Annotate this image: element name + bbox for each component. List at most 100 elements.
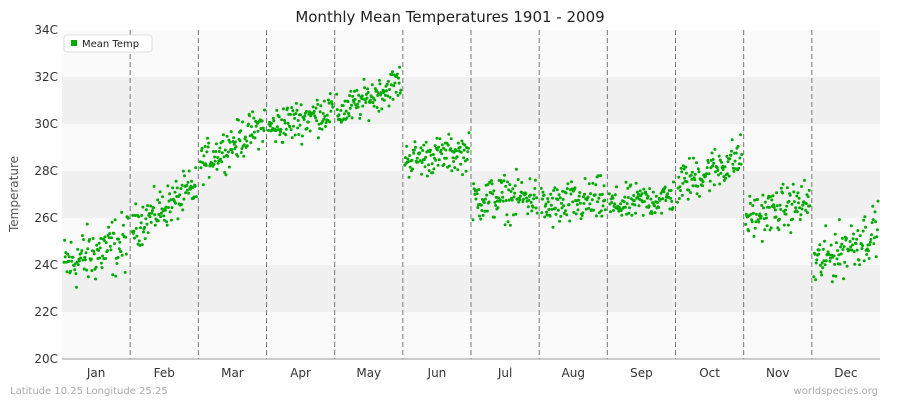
data-point (612, 209, 615, 212)
data-point (507, 188, 511, 192)
data-point (551, 225, 555, 229)
data-point (590, 198, 594, 202)
data-point (79, 256, 83, 260)
data-point (331, 105, 335, 109)
data-point (598, 193, 602, 197)
y-tick-labels: 20C 22C 24C 26C 28C 30C 32C 34C (34, 23, 58, 366)
data-point (85, 222, 89, 226)
data-point (596, 174, 600, 178)
data-point (300, 142, 304, 146)
data-point (592, 208, 595, 212)
data-point (623, 195, 627, 199)
data-point (529, 193, 533, 197)
data-point (834, 274, 838, 278)
data-point (367, 119, 371, 123)
data-point (83, 258, 87, 262)
data-point (98, 256, 102, 260)
data-point (677, 197, 681, 200)
data-point (360, 94, 364, 98)
data-point (708, 189, 712, 193)
data-point (289, 128, 293, 132)
data-point (658, 197, 662, 201)
data-point (406, 160, 410, 164)
data-point (335, 92, 339, 96)
data-point (530, 209, 534, 213)
data-point (447, 132, 451, 136)
data-point (107, 236, 111, 240)
data-point (131, 231, 135, 235)
data-point (597, 196, 601, 200)
data-point (203, 144, 207, 148)
data-point (478, 214, 481, 218)
data-point (274, 129, 278, 132)
data-point (510, 198, 514, 202)
data-point (271, 116, 275, 120)
data-point (553, 186, 557, 190)
data-point (74, 272, 78, 276)
data-point (865, 253, 869, 256)
data-point (343, 99, 347, 103)
data-point (800, 185, 803, 188)
data-point (874, 220, 878, 224)
data-point (430, 162, 434, 166)
data-point (689, 173, 693, 177)
data-point (113, 218, 117, 222)
data-point (76, 263, 80, 267)
data-point (779, 207, 783, 211)
data-point (820, 261, 824, 265)
data-point (867, 249, 870, 253)
data-point (339, 109, 343, 112)
data-point (640, 192, 644, 196)
data-point (818, 243, 822, 247)
data-point (368, 101, 372, 104)
data-point (648, 187, 652, 191)
data-point (561, 189, 565, 193)
data-point (757, 220, 761, 224)
data-point (366, 87, 370, 91)
data-point (410, 158, 414, 162)
data-point (378, 82, 382, 86)
data-point (201, 183, 205, 187)
data-point (789, 231, 793, 235)
data-point (306, 120, 310, 124)
legend: Mean Temp (63, 34, 153, 53)
data-point (765, 224, 769, 228)
data-point (185, 183, 189, 187)
data-point (347, 114, 351, 118)
data-point (411, 167, 415, 171)
data-point (628, 206, 631, 210)
grid-band (62, 77, 880, 124)
data-point (813, 252, 817, 256)
data-point (524, 192, 528, 196)
data-point (679, 166, 683, 170)
data-point (588, 202, 592, 206)
data-point (465, 158, 469, 161)
data-point (642, 187, 646, 191)
data-point (772, 203, 776, 207)
data-point (815, 258, 819, 262)
data-point (494, 195, 498, 199)
data-point (187, 169, 191, 173)
data-point (506, 220, 510, 224)
data-point (162, 218, 166, 222)
data-point (442, 146, 445, 150)
data-point (200, 149, 203, 153)
x-tick-label: Feb (154, 366, 175, 380)
data-point (459, 162, 463, 166)
data-point (806, 211, 809, 215)
data-point (288, 125, 292, 129)
data-point (444, 148, 448, 152)
data-point (102, 239, 106, 242)
data-point (466, 150, 470, 154)
data-point (249, 125, 253, 129)
data-point (284, 133, 288, 137)
data-point (449, 137, 453, 141)
data-point (427, 169, 431, 173)
data-point (681, 181, 685, 185)
data-point (814, 278, 818, 282)
data-point (599, 209, 603, 213)
data-point (277, 128, 281, 132)
data-point (587, 182, 591, 186)
data-point (721, 168, 725, 171)
data-point (564, 209, 567, 213)
